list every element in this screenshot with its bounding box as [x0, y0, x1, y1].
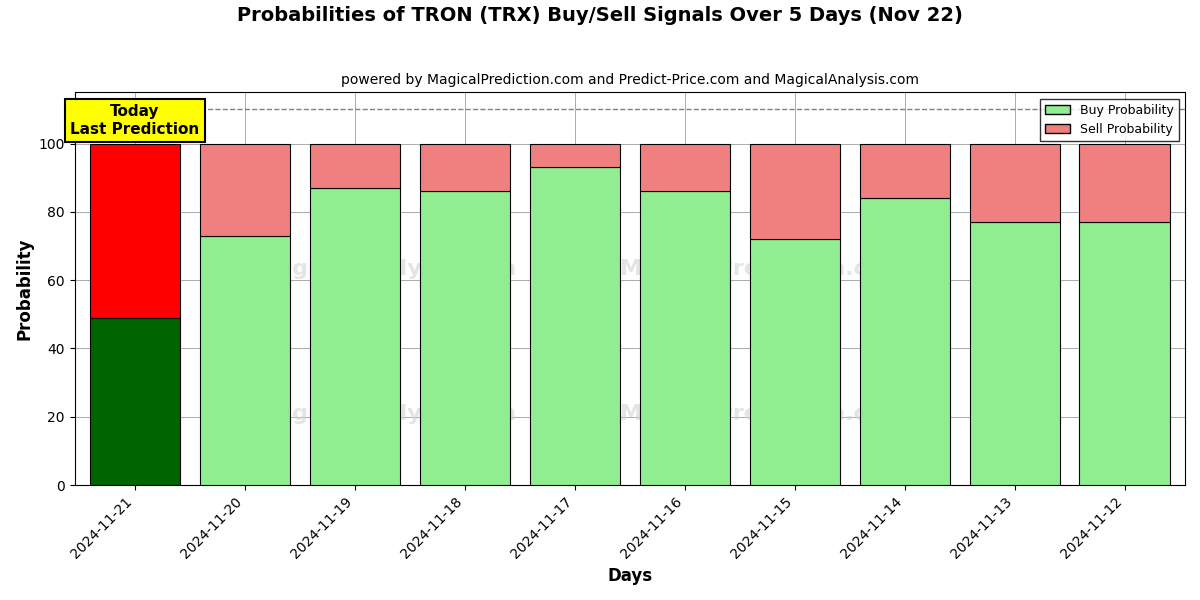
Bar [1080, 143, 1170, 222]
Text: Probabilities of TRON (TRX) Buy/Sell Signals Over 5 Days (Nov 22): Probabilities of TRON (TRX) Buy/Sell Sig… [238, 6, 962, 25]
Bar [970, 222, 1060, 485]
Bar [420, 143, 510, 191]
Bar [200, 143, 290, 236]
Bar [859, 143, 949, 198]
Legend: Buy Probability, Sell Probability: Buy Probability, Sell Probability [1040, 98, 1178, 141]
Bar [750, 239, 840, 485]
Bar [529, 143, 620, 167]
X-axis label: Days: Days [607, 567, 653, 585]
Bar [310, 188, 400, 485]
Text: MagicalAnalysis.com: MagicalAnalysis.com [254, 259, 516, 279]
Bar [90, 143, 180, 318]
Bar [859, 198, 949, 485]
Text: MagicalPrediction.com: MagicalPrediction.com [620, 404, 906, 424]
Bar [200, 236, 290, 485]
Text: MagicalPrediction.com: MagicalPrediction.com [620, 259, 906, 279]
Bar [640, 191, 730, 485]
Text: MagicalAnalysis.com: MagicalAnalysis.com [254, 404, 516, 424]
Title: powered by MagicalPrediction.com and Predict-Price.com and MagicalAnalysis.com: powered by MagicalPrediction.com and Pre… [341, 73, 919, 87]
Text: Today
Last Prediction: Today Last Prediction [71, 104, 199, 137]
Bar [420, 191, 510, 485]
Bar [970, 143, 1060, 222]
Bar [750, 143, 840, 239]
Bar [310, 143, 400, 188]
Bar [90, 318, 180, 485]
Y-axis label: Probability: Probability [16, 238, 34, 340]
Bar [640, 143, 730, 191]
Bar [529, 167, 620, 485]
Bar [1080, 222, 1170, 485]
